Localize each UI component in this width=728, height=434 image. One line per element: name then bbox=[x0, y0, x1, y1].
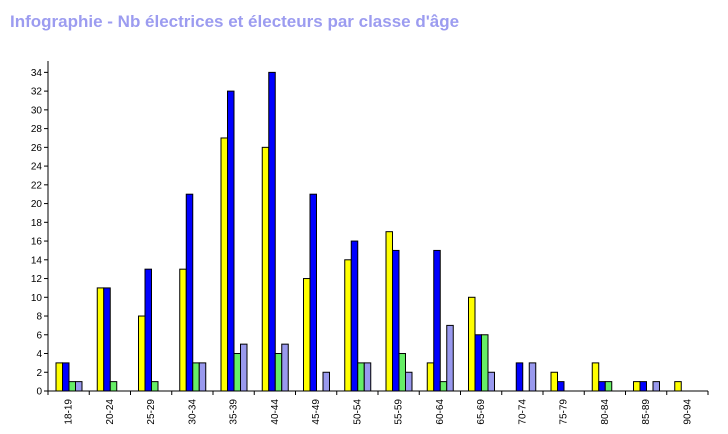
bar bbox=[240, 343, 248, 392]
bar bbox=[405, 371, 413, 392]
bar bbox=[103, 287, 111, 392]
x-tick-label: 30-34 bbox=[187, 399, 198, 425]
y-tick-label: 34 bbox=[31, 68, 43, 79]
x-tick-label: 55-59 bbox=[394, 399, 405, 425]
bar bbox=[392, 249, 400, 392]
bar bbox=[474, 334, 482, 392]
bar bbox=[426, 362, 435, 392]
bar bbox=[96, 287, 105, 392]
bar bbox=[151, 381, 159, 392]
x-tick-label: 90-94 bbox=[682, 399, 693, 425]
bar bbox=[138, 315, 146, 392]
bar bbox=[261, 146, 270, 392]
x-tick-label: 25-29 bbox=[146, 399, 157, 425]
bar bbox=[515, 362, 524, 392]
bar bbox=[55, 362, 63, 392]
bar bbox=[598, 381, 606, 392]
bar bbox=[322, 371, 330, 392]
x-tick-label: 35-39 bbox=[229, 399, 240, 425]
x-tick-label: 20-24 bbox=[105, 399, 116, 425]
y-tick-label: 4 bbox=[36, 349, 42, 360]
x-tick-label: 65-69 bbox=[476, 399, 487, 425]
bar bbox=[281, 343, 289, 392]
x-tick-label: 75-79 bbox=[559, 399, 570, 425]
y-tick-label: 12 bbox=[31, 274, 43, 285]
x-tick-label: 18-19 bbox=[64, 399, 75, 425]
bar bbox=[481, 334, 489, 392]
bar bbox=[274, 353, 283, 392]
bar bbox=[179, 268, 187, 392]
y-tick-label: 18 bbox=[31, 218, 43, 229]
y-tick-label: 24 bbox=[31, 162, 43, 173]
y-tick-label: 10 bbox=[31, 293, 43, 304]
bar bbox=[604, 381, 613, 392]
bar bbox=[309, 193, 317, 392]
y-tick-label: 2 bbox=[36, 368, 42, 379]
y-tick-label: 30 bbox=[31, 105, 43, 116]
bar bbox=[233, 353, 241, 392]
bar bbox=[468, 296, 476, 392]
y-tick-label: 8 bbox=[36, 312, 42, 323]
bar bbox=[220, 137, 228, 392]
bar bbox=[528, 362, 537, 392]
x-tick-label: 50-54 bbox=[352, 399, 363, 425]
y-tick-label: 16 bbox=[31, 237, 43, 248]
bar bbox=[652, 381, 660, 392]
bar bbox=[433, 249, 441, 392]
x-tick-label: 45-49 bbox=[311, 399, 322, 425]
bar bbox=[268, 71, 276, 392]
bar bbox=[550, 371, 558, 392]
y-tick-label: 22 bbox=[31, 180, 43, 191]
bar bbox=[439, 381, 448, 392]
bar bbox=[557, 381, 565, 392]
y-tick-label: 14 bbox=[31, 255, 43, 266]
bar bbox=[192, 362, 200, 392]
bar bbox=[363, 362, 372, 392]
bar bbox=[185, 193, 194, 392]
bar bbox=[487, 371, 495, 392]
chart-title: Infographie - Nb électrices et électeurs… bbox=[10, 12, 460, 31]
x-tick-label: 85-89 bbox=[641, 399, 652, 425]
bar bbox=[344, 259, 352, 392]
bar bbox=[633, 381, 641, 392]
bar bbox=[62, 362, 70, 392]
x-tick-label: 80-84 bbox=[600, 399, 611, 425]
bar bbox=[109, 381, 118, 392]
bar bbox=[227, 90, 235, 392]
bars bbox=[55, 71, 682, 392]
y-tick-label: 6 bbox=[36, 330, 42, 341]
y-tick-label: 32 bbox=[31, 87, 43, 98]
bar bbox=[350, 240, 359, 392]
bar bbox=[591, 362, 600, 392]
bar bbox=[674, 381, 682, 392]
x-tick-label: 40-44 bbox=[270, 399, 281, 425]
y-tick-label: 28 bbox=[31, 124, 43, 135]
bar bbox=[198, 362, 207, 392]
bar bbox=[303, 278, 311, 392]
x-axis: 18-19 20-24 25-29 30-34 35-39 40-44 45-49 50-54… bbox=[47, 390, 709, 425]
bar bbox=[68, 381, 76, 392]
bar bbox=[357, 362, 365, 392]
y-tick-label: 0 bbox=[36, 387, 42, 398]
y-tick-label: 26 bbox=[31, 143, 43, 154]
y-tick-label: 20 bbox=[31, 199, 43, 210]
x-tick-label: 60-64 bbox=[435, 399, 446, 425]
bar bbox=[385, 231, 393, 392]
x-tick-label: 70-74 bbox=[517, 399, 528, 425]
bar bbox=[446, 324, 454, 392]
bar bbox=[639, 381, 647, 392]
bar bbox=[144, 268, 152, 392]
bar bbox=[75, 381, 83, 392]
bar bbox=[398, 353, 406, 392]
